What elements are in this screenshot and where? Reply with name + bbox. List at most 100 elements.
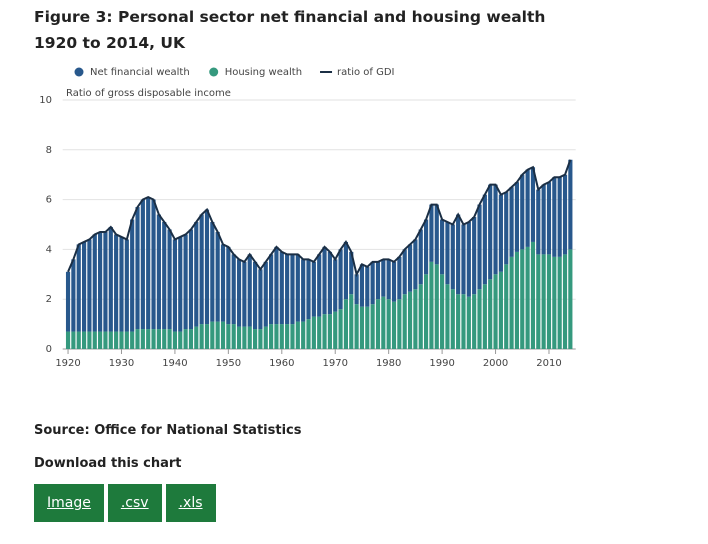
bar (391, 301, 397, 349)
bar (354, 304, 359, 349)
bar (215, 321, 220, 349)
bar (215, 231, 220, 322)
bar (108, 226, 113, 332)
bar (258, 269, 263, 330)
bar (536, 189, 541, 255)
bar (178, 236, 183, 332)
bar (146, 197, 151, 330)
bar (488, 184, 493, 280)
bar (247, 326, 252, 349)
y-axis-label: Ratio of gross disposable income (66, 88, 231, 99)
bar (65, 271, 71, 332)
bar (151, 329, 156, 349)
bar (226, 324, 231, 349)
bar (498, 194, 503, 272)
bar (295, 254, 300, 322)
bar (445, 222, 450, 285)
bar (274, 246, 279, 325)
y-tick-label: 4 (46, 244, 52, 255)
bar (306, 319, 311, 349)
bar (514, 182, 520, 252)
bar (338, 309, 343, 349)
download-button[interactable]: Image (34, 484, 104, 522)
download-button[interactable]: .csv (107, 484, 162, 522)
x-tick-label: 2000 (483, 358, 508, 369)
bar (552, 177, 557, 257)
bar (263, 261, 268, 327)
bar (188, 229, 194, 330)
bar (317, 254, 322, 317)
bar (343, 241, 349, 300)
bar (114, 331, 119, 349)
bar (466, 222, 471, 297)
bar (386, 259, 391, 300)
bar (418, 284, 423, 349)
bar (65, 331, 71, 349)
bar (514, 251, 520, 349)
bar (520, 174, 525, 250)
bar (365, 266, 370, 307)
bar (140, 199, 145, 330)
bar (204, 209, 210, 325)
bar (87, 331, 92, 349)
bar (103, 331, 108, 349)
bar (557, 256, 562, 349)
bar (108, 331, 113, 349)
bar (402, 294, 407, 349)
bar (151, 199, 156, 330)
bar (402, 249, 407, 295)
bar (349, 294, 354, 349)
bar (450, 224, 455, 290)
bar (333, 311, 338, 349)
bar (509, 256, 514, 349)
bar (375, 299, 381, 349)
bar (156, 214, 161, 330)
bar (178, 331, 183, 349)
bar (279, 324, 284, 349)
chart: 0 2 4 6 8 10 Ratio of gross disposable income 1… (39, 67, 576, 369)
bar (76, 244, 81, 332)
bar (365, 306, 370, 349)
bar (477, 204, 482, 290)
x-tick-label: 2010 (536, 358, 561, 369)
bar (162, 222, 167, 330)
download-button[interactable]: .xls (165, 484, 216, 522)
bar (440, 219, 445, 275)
bar (301, 321, 306, 349)
bar (541, 184, 546, 255)
bar (391, 261, 397, 302)
bar (530, 241, 536, 349)
bar (397, 299, 402, 349)
bar (461, 294, 466, 349)
bar (397, 256, 402, 300)
bar (322, 314, 327, 349)
bar (124, 239, 129, 332)
bar (311, 316, 316, 349)
x-tick-label: 1970 (323, 358, 348, 369)
bar (546, 182, 552, 255)
bar (285, 324, 290, 349)
bar (498, 271, 503, 349)
bar (124, 331, 129, 349)
x-tick-label: 1920 (55, 358, 80, 369)
bar (472, 294, 477, 349)
bar (450, 289, 455, 349)
bar (429, 204, 434, 262)
bar (482, 284, 487, 349)
bar (279, 251, 284, 325)
bar (423, 219, 429, 275)
x-tick-label: 1990 (429, 358, 454, 369)
bar (552, 256, 557, 349)
bar (135, 329, 140, 349)
bar (456, 214, 461, 295)
x-tick-label: 1960 (269, 358, 294, 369)
y-tick-label: 0 (46, 344, 52, 355)
bar (220, 244, 226, 322)
bar (509, 187, 514, 257)
bar (466, 296, 471, 349)
bar (418, 229, 423, 285)
bar (162, 329, 167, 349)
bar (285, 254, 290, 325)
chart-title: Figure 3: Personal sector net financial … (34, 8, 546, 52)
bar (413, 239, 418, 290)
